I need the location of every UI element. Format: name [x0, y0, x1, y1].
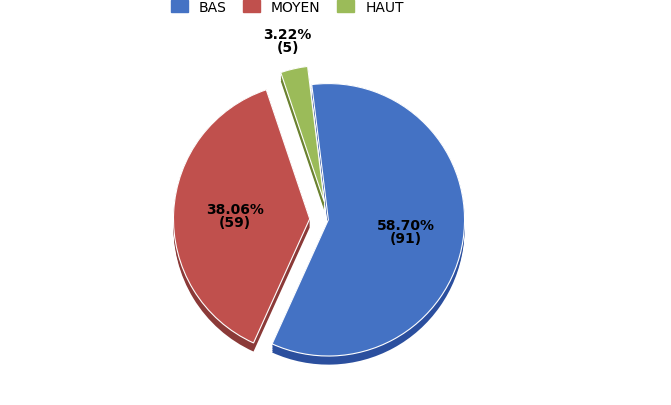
Wedge shape: [272, 84, 464, 356]
Wedge shape: [280, 72, 324, 207]
Wedge shape: [174, 91, 310, 343]
Text: 58.70%: 58.70%: [377, 219, 435, 232]
Wedge shape: [272, 93, 464, 365]
Text: 3.22%: 3.22%: [264, 28, 312, 42]
Wedge shape: [272, 84, 464, 356]
Wedge shape: [174, 97, 310, 350]
Wedge shape: [280, 67, 324, 202]
Text: (59): (59): [219, 215, 252, 229]
Wedge shape: [174, 92, 310, 345]
Wedge shape: [272, 88, 464, 360]
Wedge shape: [280, 67, 324, 202]
Wedge shape: [280, 69, 324, 204]
Wedge shape: [174, 94, 310, 347]
Wedge shape: [272, 91, 464, 363]
Wedge shape: [280, 76, 324, 211]
Wedge shape: [272, 90, 464, 361]
Wedge shape: [280, 71, 324, 206]
Wedge shape: [174, 96, 310, 348]
Wedge shape: [272, 86, 464, 358]
Wedge shape: [174, 91, 310, 343]
Wedge shape: [174, 99, 310, 352]
Wedge shape: [280, 74, 324, 209]
Text: (91): (91): [391, 232, 422, 245]
Text: 38.06%: 38.06%: [206, 202, 264, 216]
Legend: BAS, MOYEN, HAUT: BAS, MOYEN, HAUT: [166, 0, 409, 20]
Text: (5): (5): [276, 41, 299, 55]
